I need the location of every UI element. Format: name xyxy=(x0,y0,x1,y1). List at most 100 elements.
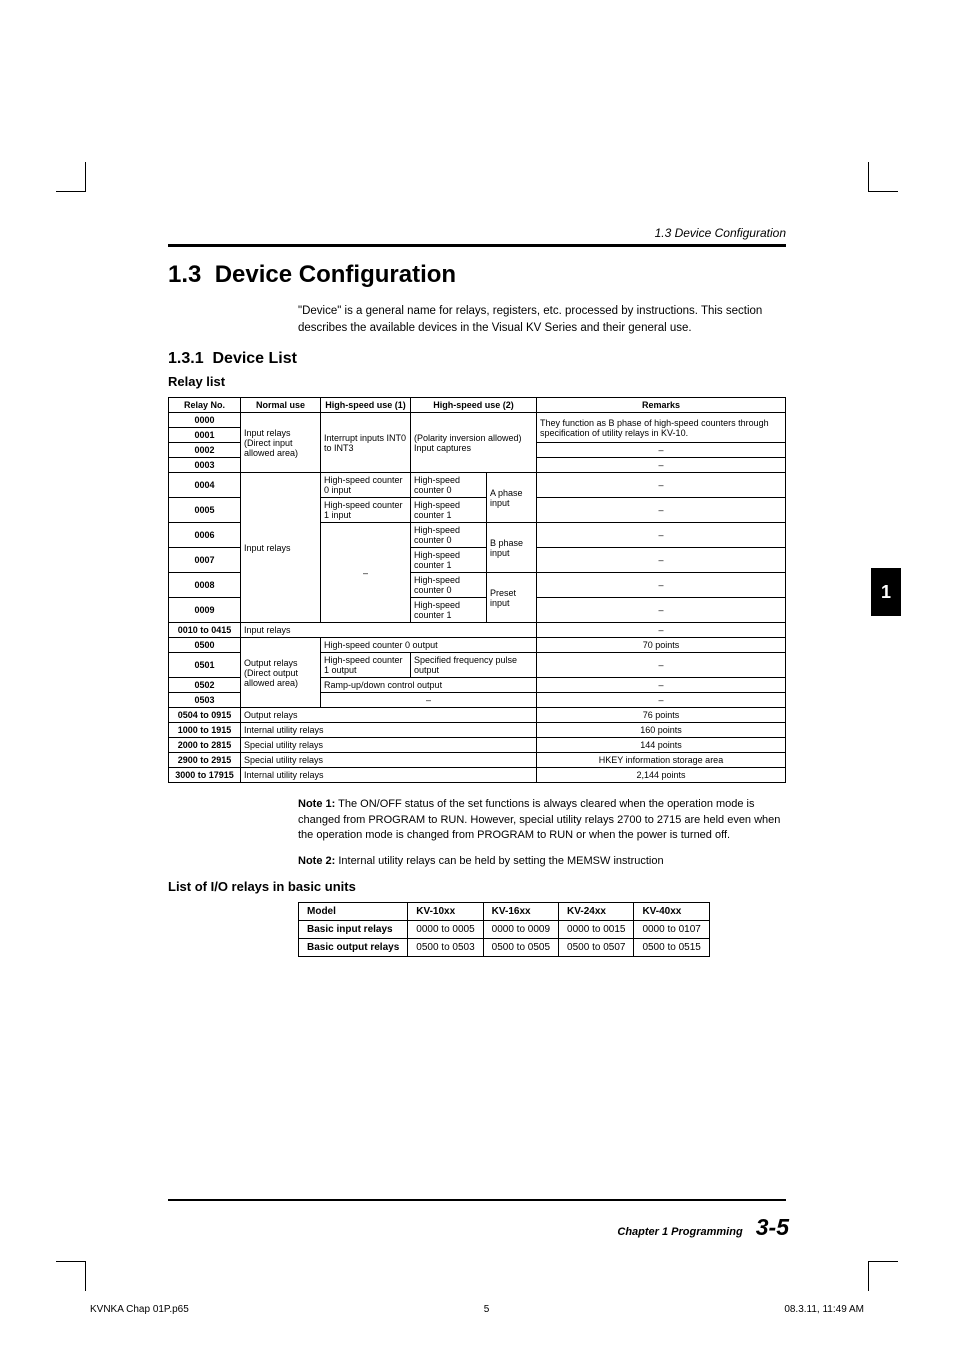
table-header-row: Relay No. Normal use High-speed use (1) … xyxy=(169,398,786,413)
cell-remarks: – xyxy=(537,548,786,573)
cell-relay-no: 0006 xyxy=(169,523,241,548)
cell-remarks: – xyxy=(537,598,786,623)
th-kv10: KV-10xx xyxy=(408,902,483,920)
cell-remarks: – xyxy=(537,653,786,678)
cell-remarks: 2,144 points xyxy=(537,768,786,783)
table-row: 0010 to 0415 Input relays – xyxy=(169,623,786,638)
cell-relay-no: 0000 xyxy=(169,413,241,428)
note-1-label: Note 1: xyxy=(298,798,335,810)
cell-hs1: High-speed counter 1 input xyxy=(321,498,411,523)
row-label: Basic input relays xyxy=(299,920,408,938)
cell: 0000 to 0107 xyxy=(634,920,709,938)
cell-relay-no: 0005 xyxy=(169,498,241,523)
cell-relay-no: 0001 xyxy=(169,428,241,443)
cell-relay-no: 0503 xyxy=(169,693,241,708)
cell-hs2a: High-speed counter 1 xyxy=(411,498,487,523)
cell: 0000 to 0009 xyxy=(483,920,558,938)
table-row: 2900 to 2915 Special utility relays HKEY… xyxy=(169,753,786,768)
row-label: Basic output relays xyxy=(299,938,408,956)
running-header: 1.3 Device Configuration xyxy=(80,226,786,240)
cell-remarks: – xyxy=(537,458,786,473)
page: 1.3 Device Configuration 1.3 Device Conf… xyxy=(0,0,954,1351)
cell-hs2b: A phase input xyxy=(487,473,537,523)
th-hs1: High-speed use (1) xyxy=(321,398,411,413)
cell: 0500 to 0505 xyxy=(483,938,558,956)
cell-relay-no: 2900 to 2915 xyxy=(169,753,241,768)
cell-hs1: Interrupt inputs INT0 to INT3 xyxy=(321,413,411,473)
content: 1.3 Device Configuration "Device" is a g… xyxy=(168,261,786,957)
relay-list-heading: Relay list xyxy=(168,374,786,389)
print-mark: KVNKA Chap 01P.p65 5 08.3.11, 11:49 AM xyxy=(90,1304,864,1315)
cell-remarks: HKEY information storage area xyxy=(537,753,786,768)
cell-normal-use: Input relays (Direct input allowed area) xyxy=(241,413,321,473)
crop-mark-tl xyxy=(56,162,86,192)
cell: 0000 to 0005 xyxy=(408,920,483,938)
footer-page: 3-5 xyxy=(756,1214,789,1240)
cell-relay-no: 0004 xyxy=(169,473,241,498)
cell-hs1: High-speed counter 0 input xyxy=(321,473,411,498)
th-model: Model xyxy=(299,902,408,920)
cell-normal-use: Input relays xyxy=(241,623,537,638)
crop-mark-bl xyxy=(56,1261,86,1291)
cell-normal-use: Output relays (Direct output allowed are… xyxy=(241,638,321,708)
table-row: Basic input relays 0000 to 0005 0000 to … xyxy=(299,920,710,938)
title-text: Device Configuration xyxy=(215,261,456,288)
note-1: Note 1: The ON/OFF status of the set fun… xyxy=(298,797,786,843)
crop-mark-tr xyxy=(868,162,898,192)
cell-hs1: – xyxy=(321,523,411,623)
cell: 0000 to 0015 xyxy=(559,920,634,938)
section-heading: 1.3.1 Device List xyxy=(168,350,786,368)
table-row: 2000 to 2815 Special utility relays 144 … xyxy=(169,738,786,753)
cell-remarks: 76 points xyxy=(537,708,786,723)
th-relay-no: Relay No. xyxy=(169,398,241,413)
title-number: 1.3 xyxy=(168,261,201,288)
footer-chapter: Chapter 1 Programming xyxy=(617,1226,742,1238)
cell-hs1: Ramp-up/down control output xyxy=(321,678,537,693)
cell-relay-no: 0008 xyxy=(169,573,241,598)
cell-relay-no: 1000 to 1915 xyxy=(169,723,241,738)
cell-normal-use: Input relays xyxy=(241,473,321,623)
cell-normal-use: Internal utility relays xyxy=(241,723,537,738)
cell-remarks: – xyxy=(537,523,786,548)
io-heading: List of I/O relays in basic units xyxy=(168,879,786,894)
cell-normal-use: Special utility relays xyxy=(241,753,537,768)
note-2-label: Note 2: xyxy=(298,855,335,867)
cell-remarks: – xyxy=(537,473,786,498)
print-page: 5 xyxy=(484,1304,490,1315)
th-kv16: KV-16xx xyxy=(483,902,558,920)
table-header-row: Model KV-10xx KV-16xx KV-24xx KV-40xx xyxy=(299,902,710,920)
cell-hs2b: B phase input xyxy=(487,523,537,573)
intro-paragraph: "Device" is a general name for relays, r… xyxy=(298,303,786,336)
cell-remarks: – xyxy=(537,678,786,693)
header-rule xyxy=(168,244,786,247)
th-hs2: High-speed use (2) xyxy=(411,398,537,413)
footer-rule xyxy=(168,1199,786,1201)
cell-hs2a: High-speed counter 0 xyxy=(411,473,487,498)
cell-hs2a: High-speed counter 1 xyxy=(411,548,487,573)
cell-hs2a: High-speed counter 0 xyxy=(411,573,487,598)
table-row: 3000 to 17915 Internal utility relays 2,… xyxy=(169,768,786,783)
cell-hs1: High-speed counter 1 output xyxy=(321,653,411,678)
cell-normal-use: Output relays xyxy=(241,708,537,723)
cell-normal-use: Internal utility relays xyxy=(241,768,537,783)
cell-relay-no: 0501 xyxy=(169,653,241,678)
cell-hs2a: High-speed counter 1 xyxy=(411,598,487,623)
section-number: 1.3.1 xyxy=(168,350,204,367)
cell-relay-no: 0003 xyxy=(169,458,241,473)
cell-remarks: – xyxy=(537,498,786,523)
table-row: 1000 to 1915 Internal utility relays 160… xyxy=(169,723,786,738)
cell-hs2a: High-speed counter 0 xyxy=(411,523,487,548)
cell-hs2b: Preset input xyxy=(487,573,537,623)
cell-relay-no: 0009 xyxy=(169,598,241,623)
table-row: Basic output relays 0500 to 0503 0500 to… xyxy=(299,938,710,956)
note-1-text: The ON/OFF status of the set functions i… xyxy=(298,798,780,841)
cell-relay-no: 0504 to 0915 xyxy=(169,708,241,723)
crop-mark-br xyxy=(868,1261,898,1291)
cell-remarks: They function as B phase of high-speed c… xyxy=(537,413,786,443)
chapter-tab: 1 xyxy=(871,568,901,616)
print-date: 08.3.11, 11:49 AM xyxy=(784,1304,864,1315)
cell-remarks: – xyxy=(537,623,786,638)
th-normal-use: Normal use xyxy=(241,398,321,413)
note-2-text: Internal utility relays can be held by s… xyxy=(335,855,663,867)
relay-table: Relay No. Normal use High-speed use (1) … xyxy=(168,397,786,783)
